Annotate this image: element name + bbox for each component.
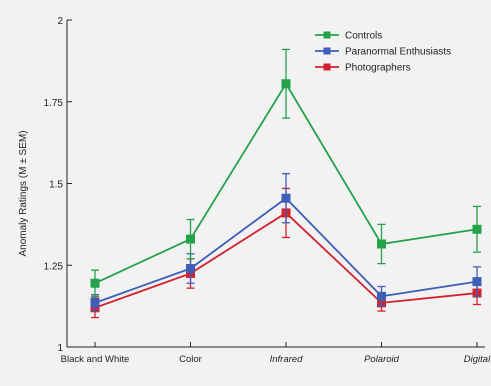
legend: Controls Paranormal Enthusiasts Photograph…: [315, 31, 451, 74]
x-tick-label: Infrared: [270, 354, 303, 365]
y-tick-label: 1.5: [49, 180, 63, 191]
legend-label: Photographers: [345, 63, 411, 74]
legend-label: Paranormal Enthusiasts: [345, 47, 451, 58]
data-point: [472, 224, 482, 234]
data-point: [90, 278, 100, 288]
legend-entry: Photographers: [315, 63, 411, 74]
x-tick-label: Color: [179, 354, 202, 365]
y-tick-label: 1.25: [44, 261, 64, 272]
data-point: [90, 298, 100, 308]
data-point: [377, 291, 386, 301]
legend-swatch-marker: [323, 31, 331, 39]
legend-entry: Controls: [315, 31, 382, 42]
legend-swatch-marker: [323, 63, 331, 71]
data-point: [472, 277, 482, 287]
series-controls: [90, 48, 482, 297]
y-tick-label: 1: [57, 343, 63, 354]
data-point: [281, 193, 291, 203]
axes: 1 1.25 1.5 1.75 2 Black and White Color Infrare…: [18, 16, 491, 365]
data-point: [377, 239, 386, 249]
x-tick-label: Polaroid: [364, 354, 400, 365]
y-tick-label: 2: [57, 16, 63, 27]
legend-swatch-marker: [323, 47, 331, 55]
data-point: [281, 79, 291, 89]
y-tick-label: 1.75: [44, 98, 64, 109]
x-tick-label: Digital: [464, 354, 491, 365]
y-axis-title: Anomaly Ratings (M ± SEM): [18, 130, 29, 256]
series-paranormal-enthusiasts: [90, 173, 482, 312]
data-point: [186, 234, 195, 244]
x-tick-label: Black and White: [61, 354, 130, 365]
data-point: [186, 264, 195, 274]
legend-label: Controls: [345, 31, 382, 42]
series-layer: [90, 48, 482, 319]
legend-entry: Paranormal Enthusiasts: [315, 47, 451, 58]
